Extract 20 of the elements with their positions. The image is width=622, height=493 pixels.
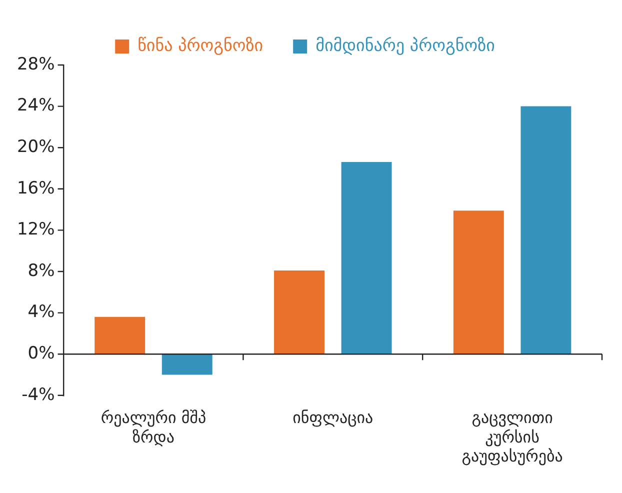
y-tick-label: 28% [16,54,55,74]
bar [274,270,324,354]
y-tick-label: 8% [28,260,55,281]
y-tick-label: 24% [16,96,55,116]
y-tick-label: -4% [22,384,55,405]
bar [94,316,146,354]
legend-label: მიმდინარე პროგნოზი [316,36,495,56]
bar [341,162,392,354]
y-tick-label: 0% [28,344,55,364]
legend-label: წინა პროგნოზი [138,36,264,56]
y-tick-label: 4% [28,302,55,322]
bar [453,210,504,354]
y-tick-label: 12% [16,220,55,240]
x-tick-label: რეალური მშპ ზრდა [100,408,206,446]
x-tick-label: ინფლაცია [292,408,374,428]
bar [520,106,572,354]
bar [162,354,212,375]
y-tick-label: 20% [16,137,55,158]
y-tick-label: 16% [16,178,55,198]
x-tick-label: გაცვლითი კურსის გაუფასურება [462,408,563,466]
